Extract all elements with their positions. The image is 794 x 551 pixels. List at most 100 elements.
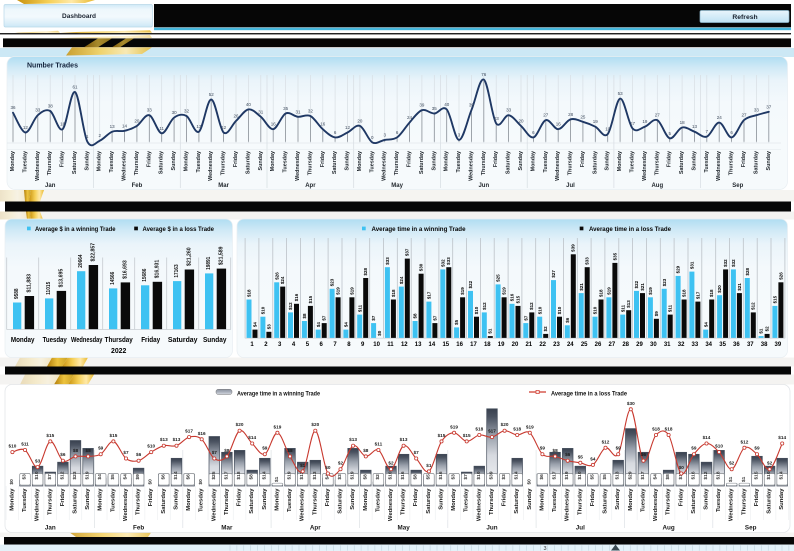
svg-text:Tuesday: Tuesday [543,151,549,172]
svg-text:$17: $17 [427,291,432,299]
svg-text:$4: $4 [316,322,321,328]
svg-text:Friday: Friday [233,151,239,167]
svg-text:$8: $8 [287,448,293,453]
svg-text:Average time in a winning Trad: Average time in a winning Trade [237,391,320,398]
svg-text:7: 7 [706,129,709,134]
svg-text:2: 2 [98,133,101,138]
svg-text:Tuesday: Tuesday [552,488,558,512]
svg-text:$30: $30 [419,263,424,271]
svg-text:Wednesday: Wednesday [208,151,214,181]
svg-text:Thursday: Thursday [47,151,53,175]
svg-text:Saturday: Saturday [73,488,79,514]
svg-text:Sunday: Sunday [518,151,524,170]
svg-text:Sunday: Sunday [350,488,356,510]
svg-text:$10: $10 [715,444,723,449]
svg-text:Tuesday: Tuesday [456,151,462,172]
svg-text:$4: $4 [97,474,103,480]
svg-text:$6: $6 [136,452,142,457]
svg-text:11: 11 [159,126,164,131]
svg-text:$10: $10 [593,306,598,314]
svg-text:18: 18 [484,342,491,348]
svg-text:$21: $21 [737,283,742,291]
svg-text:31: 31 [664,342,671,348]
svg-text:Thursday: Thursday [577,488,583,515]
svg-text:52: 52 [209,92,215,97]
svg-text:$19: $19 [350,471,356,479]
svg-text:Tuesday: Tuesday [375,488,381,512]
svg-text:Jun: Jun [486,525,497,532]
svg-text:$8: $8 [249,474,255,480]
svg-text:$10: $10 [557,306,562,314]
svg-text:Friday: Friday [60,488,66,506]
svg-text:$9: $9 [616,446,622,451]
svg-text:$12: $12 [602,439,610,444]
svg-text:Saturday: Saturday [168,337,198,344]
svg-text:Friday: Friday [493,151,499,167]
svg-text:Mar: Mar [218,183,229,189]
svg-text:Wednesday: Wednesday [123,488,129,521]
svg-text:9588: 9588 [14,288,20,299]
svg-text:$9: $9 [691,446,697,451]
svg-text:$6: $6 [565,452,571,457]
svg-text:$32: $32 [731,259,736,267]
svg-text:$6: $6 [565,317,570,323]
svg-text:$7: $7 [212,450,218,455]
svg-text:Monday: Monday [270,151,276,171]
svg-text:$12: $12 [740,439,748,444]
svg-text:Sunday: Sunday [439,488,445,510]
svg-text:Saturday: Saturday [159,151,165,174]
svg-text:$10: $10 [537,306,542,314]
svg-text:$19: $19 [273,424,281,429]
svg-text:Monday: Monday [274,488,280,511]
svg-text:$8: $8 [85,448,91,453]
svg-text:Friday: Friday [413,488,419,506]
svg-text:$12: $12 [59,471,65,479]
svg-text:$10: $10 [766,471,772,479]
svg-text:Sunday: Sunday [345,151,351,170]
svg-text:Tuesday: Tuesday [287,488,293,512]
svg-text:33: 33 [692,342,699,348]
svg-text:11015: 11015 [46,282,52,295]
svg-text:$8: $8 [362,474,368,480]
svg-text:$31: $31 [690,261,695,269]
svg-text:Sunday: Sunday [766,151,772,170]
svg-text:25: 25 [580,114,586,119]
svg-text:Average $ in a loss Trade: Average $ in a loss Trade [143,226,215,233]
svg-text:$14: $14 [778,435,786,440]
svg-text:$18: $18 [236,471,242,479]
svg-text:Saturday: Saturday [753,151,759,174]
svg-text:$12: $12 [751,302,756,310]
svg-text:Sunday: Sunday [692,151,698,170]
svg-text:Friday: Friday [325,488,331,506]
svg-text:Monday: Monday [11,337,35,344]
svg-text:$5: $5 [602,474,608,480]
svg-text:Jun: Jun [478,183,489,189]
svg-text:9: 9 [361,342,365,348]
svg-text:Friday: Friday [667,151,673,167]
svg-text:Wednesday: Wednesday [71,337,103,344]
svg-text:12: 12 [345,125,351,130]
svg-text:35: 35 [719,342,726,348]
svg-text:29: 29 [636,342,643,348]
svg-text:Tuesday: Tuesday [630,151,636,172]
svg-text:Saturday: Saturday [506,151,512,174]
svg-text:$5: $5 [425,474,431,480]
svg-text:3: 3 [458,132,461,137]
svg-text:$24: $24 [399,276,404,284]
svg-text:$4: $4 [324,474,330,480]
svg-text:Mar: Mar [221,525,233,532]
svg-text:Friday: Friday [148,488,154,506]
svg-text:20: 20 [134,118,140,123]
svg-text:$17: $17 [185,429,193,434]
svg-text:Friday: Friday [741,151,747,167]
svg-text:$11: $11 [21,442,29,447]
svg-text:6: 6 [396,130,399,135]
svg-text:$19: $19 [349,287,354,295]
svg-text:$11,883: $11,883 [26,274,32,293]
svg-text:$7: $7 [123,450,129,455]
svg-text:$33: $33 [385,257,390,265]
svg-text:$2: $2 [375,474,381,480]
svg-text:Saturday: Saturday [245,151,251,174]
svg-text:$2: $2 [338,461,344,466]
svg-text:$16: $16 [198,431,206,436]
